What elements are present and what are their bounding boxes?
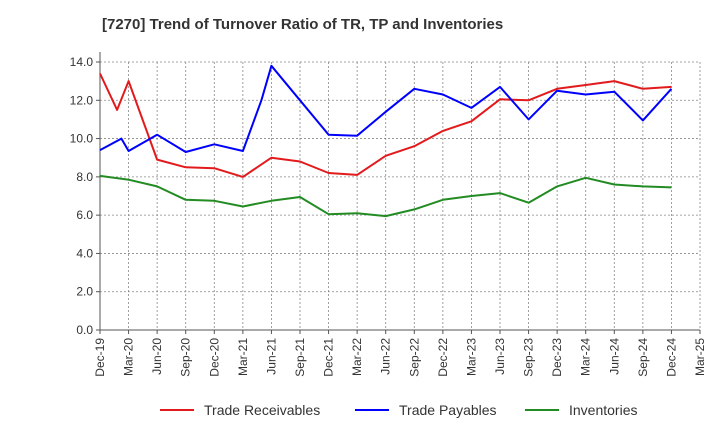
x-tick-label: Sep-21 — [293, 338, 307, 377]
x-tick-label: Dec-21 — [322, 338, 336, 377]
x-tick-label: Sep-22 — [407, 338, 421, 377]
legend-label: Inventories — [569, 402, 637, 418]
x-tick-label: Mar-25 — [693, 338, 707, 376]
legend-label: Trade Payables — [399, 402, 497, 418]
x-tick-label: Sep-24 — [636, 338, 650, 377]
series-lines — [99, 64, 673, 218]
series-line-inventories — [99, 174, 672, 218]
y-tick-label: 2.0 — [76, 285, 93, 299]
x-tick-label: Sep-20 — [179, 338, 193, 377]
x-tick-label: Jun-21 — [264, 338, 278, 375]
legend: Trade Receivables Trade Payables Inventori… — [160, 402, 637, 418]
y-tick-label: 10.0 — [70, 132, 94, 146]
series-line-trade-receivables — [99, 73, 672, 178]
y-tick-labels: 0.0 2.0 4.0 6.0 8.0 10.0 12.0 14.0 — [70, 55, 94, 337]
x-tick-label: Mar-20 — [122, 338, 136, 376]
x-tick-label: Dec-20 — [207, 338, 221, 377]
y-tick-label: 0.0 — [76, 323, 93, 337]
series-line-trade-payables — [99, 64, 673, 153]
y-tick-label: 6.0 — [76, 208, 93, 222]
x-tick-label: Dec-24 — [664, 338, 678, 377]
x-tick-label: Mar-21 — [236, 338, 250, 376]
x-tick-label: Jun-20 — [150, 338, 164, 375]
chart-title: [7270] Trend of Turnover Ratio of TR, TP… — [102, 16, 504, 33]
x-tick-labels: Dec-19 Mar-20 Jun-20 Sep-20 Dec-20 Mar-21 Jun-… — [93, 338, 707, 377]
x-tick-label: Jun-22 — [379, 338, 393, 375]
x-tick-label: Mar-24 — [579, 338, 593, 376]
x-tick-label: Mar-22 — [350, 338, 364, 376]
x-tick-label: Dec-23 — [550, 338, 564, 377]
y-tick-label: 8.0 — [76, 170, 93, 184]
y-tick-label: 12.0 — [70, 93, 94, 107]
grid-lines — [100, 61, 701, 330]
x-tick-label: Dec-19 — [93, 338, 107, 377]
y-tick-label: 4.0 — [76, 246, 93, 260]
x-tick-label: Jun-23 — [493, 338, 507, 375]
x-tick-label: Mar-23 — [464, 338, 478, 376]
y-tick-label: 14.0 — [70, 55, 94, 69]
x-tick-label: Dec-22 — [436, 338, 450, 377]
legend-label: Trade Receivables — [204, 402, 320, 418]
axes — [96, 52, 701, 334]
x-tick-label: Jun-24 — [607, 338, 621, 375]
x-tick-label: Sep-23 — [522, 338, 536, 377]
